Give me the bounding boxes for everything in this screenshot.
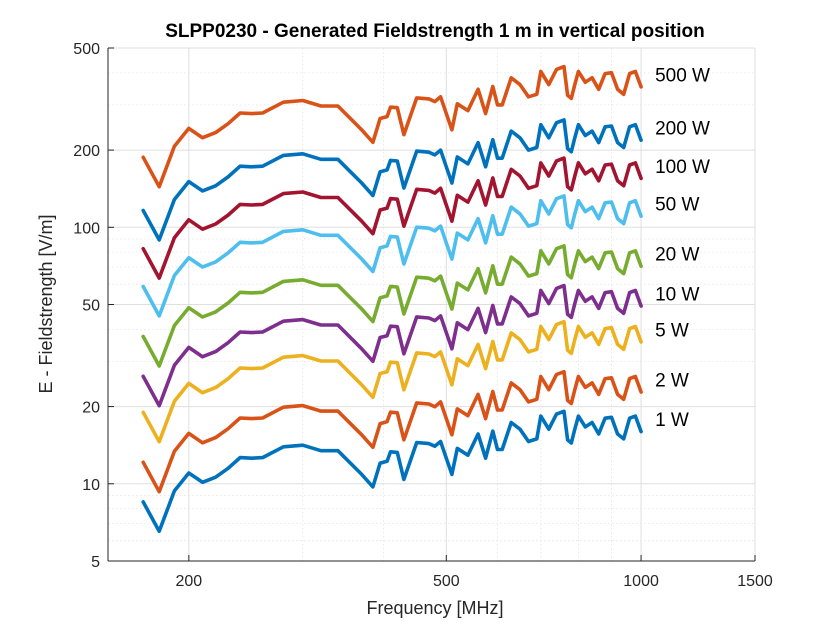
y-tick-label: 500 <box>73 41 100 58</box>
x-tick-label: 500 <box>433 573 460 590</box>
chart-axes: 5 10 20 50 100 200 500 200 500 1000 1500 <box>73 41 773 590</box>
y-tick-label: 50 <box>82 298 100 315</box>
y-tick-label: 5 <box>91 554 100 571</box>
y-axis-label: E - Fieldstrength [V/m] <box>36 214 56 393</box>
series-label-5w: 5 W <box>655 320 689 341</box>
series-labels: 500 W 200 W 100 W 50 W 20 W 10 W 5 W 2 W 1 W <box>655 65 710 431</box>
series-label-100w: 100 W <box>655 157 710 178</box>
chart-title: SLPP0230 - Generated Fieldstrength 1 m i… <box>165 21 705 42</box>
series-line-100w <box>141 156 643 280</box>
series-line-500w <box>141 64 643 189</box>
y-tick-label: 100 <box>73 220 100 237</box>
x-tick-label: 200 <box>175 573 202 590</box>
series-label-1w: 1 W <box>655 410 689 431</box>
chart-series <box>141 64 643 534</box>
y-tick-label: 20 <box>82 400 100 417</box>
series-label-50w: 50 W <box>655 195 699 216</box>
y-tick-label: 10 <box>82 477 100 494</box>
x-tick-label: 1000 <box>623 573 659 590</box>
series-line-200w <box>141 118 643 242</box>
series-line-20w <box>141 244 643 368</box>
series-line-5w <box>141 319 643 444</box>
x-tick-label: 1500 <box>737 573 773 590</box>
series-label-2w: 2 W <box>655 370 689 391</box>
series-line-1w <box>141 409 643 534</box>
series-line-2w <box>141 369 643 494</box>
series-line-10w <box>141 283 643 408</box>
series-line-50w <box>141 194 643 318</box>
series-label-20w: 20 W <box>655 245 699 266</box>
series-label-500w: 500 W <box>655 65 710 86</box>
x-axis-label: Frequency [MHz] <box>366 598 503 618</box>
y-tick-label: 200 <box>73 143 100 160</box>
series-label-10w: 10 W <box>655 284 699 305</box>
series-label-200w: 200 W <box>655 119 710 140</box>
